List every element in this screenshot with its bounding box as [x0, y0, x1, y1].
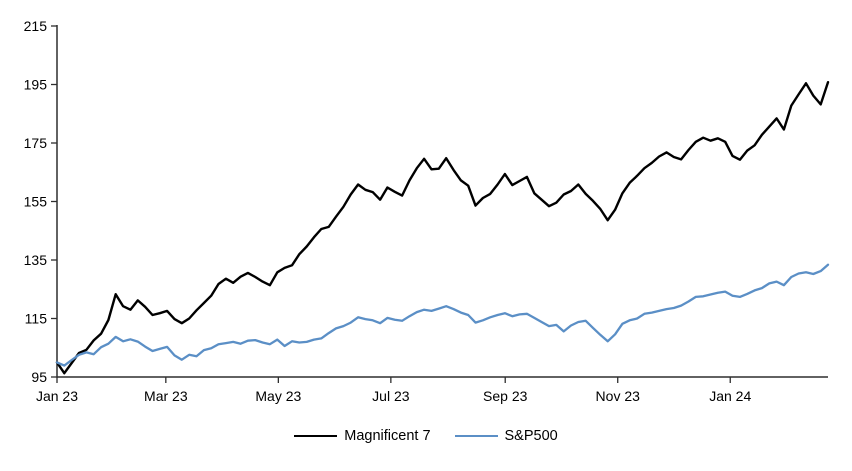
legend-item-magnificent-7: Magnificent 7: [294, 428, 431, 444]
series-line-sp500: [55, 263, 830, 367]
x-tick-label: Jan 23: [36, 388, 78, 404]
x-axis: Jan 23 Mar 23 May 23 Jul 23 Sep 23 Nov 23 Jan …: [36, 376, 828, 404]
y-tick-label: 155: [24, 194, 48, 210]
y-tick-label: 135: [24, 252, 48, 268]
sp500-line-swatch: [454, 434, 498, 438]
y-tick-label: 195: [24, 77, 48, 93]
y-tick-label: 175: [24, 135, 48, 151]
legend: Magnificent 7 S&P500: [0, 428, 852, 444]
legend-label-magnificent-7: Magnificent 7: [344, 428, 431, 444]
y-tick-label: 115: [25, 311, 48, 327]
series-lines: [55, 80, 830, 375]
y-tick-label: 215: [24, 18, 48, 34]
x-tick-label: Sep 23: [483, 388, 528, 404]
y-tick-label: 95: [31, 369, 47, 385]
legend-label-sp500: S&P500: [504, 428, 558, 444]
series-line-magnificent-7: [55, 80, 830, 375]
x-tick-label: Jan 24: [709, 388, 751, 404]
magnificent-7-line-swatch: [294, 434, 338, 438]
y-axis: 95 115 135 155 175 195 215: [24, 18, 58, 385]
legend-item-sp500: S&P500: [454, 428, 558, 444]
x-tick-label: Jul 23: [372, 388, 410, 404]
x-tick-label: Nov 23: [596, 388, 641, 404]
x-tick-label: May 23: [255, 388, 301, 404]
x-tick-label: Mar 23: [144, 388, 188, 404]
